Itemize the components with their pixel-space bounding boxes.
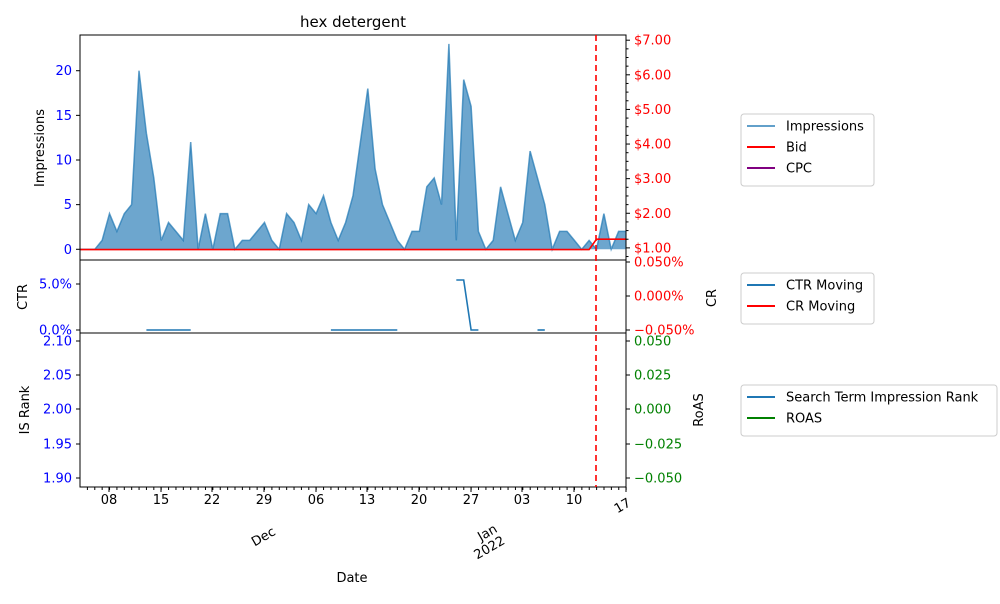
x-tick-label: 17 xyxy=(612,496,634,517)
legend-label: ROAS xyxy=(786,412,822,427)
y2-tick-label: $3.00 xyxy=(634,172,671,187)
panel-frame xyxy=(79,259,627,334)
bid-line xyxy=(80,238,626,251)
x-tick-label: 06 xyxy=(308,493,325,508)
y-axis-label-impressions: Impressions xyxy=(33,109,48,187)
panel-frame xyxy=(79,332,627,488)
y-tick-label: 20 xyxy=(55,64,72,79)
y2-tick-label: 0.050 xyxy=(634,335,671,350)
legend-label: Bid xyxy=(786,141,807,156)
y2-tick-label: $7.00 xyxy=(634,34,671,49)
impressions-area xyxy=(80,43,626,250)
y2-axis-label-cr: CR xyxy=(705,289,720,307)
y2-tick-label: $6.00 xyxy=(634,68,671,83)
y2-tick-label: 0.050% xyxy=(634,256,684,271)
y-axis-label-is-rank: IS Rank xyxy=(18,385,33,434)
x-tick-label: 15 xyxy=(153,493,170,508)
y-tick-label: 5.0% xyxy=(39,278,72,293)
legend-label: Search Term Impression Rank xyxy=(786,391,979,406)
legend-box xyxy=(740,384,998,437)
y-tick-label: 0 xyxy=(64,243,72,258)
y2-tick-label: 0.000% xyxy=(634,290,684,305)
x-tick-label: 20 xyxy=(411,493,428,508)
legend-label: Impressions xyxy=(786,120,864,135)
impressions-line xyxy=(80,43,626,253)
y2-tick-label: $5.00 xyxy=(634,103,671,118)
x-axis-label: Date xyxy=(336,571,367,586)
x-tick-label: 27 xyxy=(463,493,480,508)
legend-label: CPC xyxy=(786,162,812,177)
y2-tick-label: −0.050% xyxy=(634,324,694,339)
x-tick-label: 08 xyxy=(101,493,118,508)
y-tick-label: 1.95 xyxy=(43,438,72,453)
legend-label: CR Moving xyxy=(786,300,855,315)
y2-tick-label: $2.00 xyxy=(634,207,671,222)
y2-tick-label: $4.00 xyxy=(634,138,671,153)
y2-tick-label: 0.025 xyxy=(634,369,671,384)
y-axis-label-ctr: CTR xyxy=(16,284,31,310)
y-tick-label: 2.10 xyxy=(43,335,72,350)
ctr-moving-segment xyxy=(456,279,479,331)
x-tick-label: 10 xyxy=(566,493,583,508)
y-tick-label: 1.90 xyxy=(43,472,72,487)
y2-tick-label: $1.00 xyxy=(634,241,671,256)
y2-axis-label-roas: RoAS xyxy=(692,393,707,427)
y-tick-label: 0.0% xyxy=(39,324,72,339)
x-tick-label: 03 xyxy=(514,493,531,508)
x-month-label: Dec xyxy=(249,525,278,551)
y-tick-label: 10 xyxy=(55,154,72,169)
y-tick-label: 5 xyxy=(64,198,72,213)
x-tick-label: 22 xyxy=(204,493,221,508)
y-tick-label: 15 xyxy=(55,109,72,124)
legend-label: CTR Moving xyxy=(786,279,863,294)
x-tick-label: 29 xyxy=(256,493,273,508)
y-tick-label: 2.05 xyxy=(43,369,72,384)
y2-tick-label: 0.000 xyxy=(634,403,671,418)
y-tick-label: 2.00 xyxy=(43,403,72,418)
chart-title: hex detergent xyxy=(300,13,406,31)
y2-tick-label: −0.050 xyxy=(634,472,682,487)
y2-tick-label: −0.025 xyxy=(634,438,682,453)
x-tick-label: 13 xyxy=(359,493,376,508)
